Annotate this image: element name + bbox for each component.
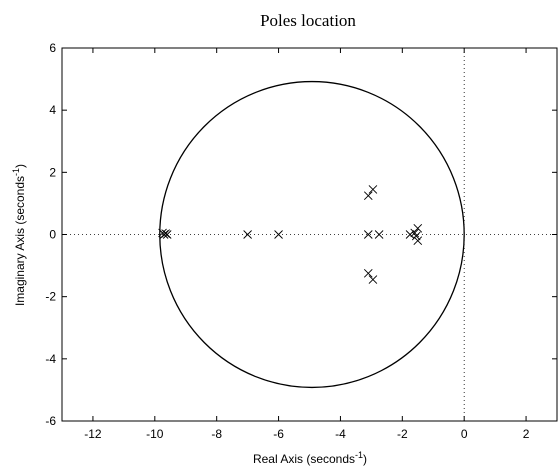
pole-marker	[374, 230, 384, 239]
pole-marker	[405, 230, 415, 239]
x-axis-label: Real Axis (seconds-1)	[253, 450, 367, 466]
chart-title: Poles location	[260, 11, 356, 30]
x-tick-label: 0	[461, 427, 468, 441]
pole-marker	[363, 269, 373, 278]
y-axis-label-text: Imaginary Axis (seconds	[13, 176, 27, 306]
pole-marker	[368, 275, 378, 284]
circle	[159, 80, 465, 389]
pole-marker	[243, 230, 252, 239]
y-tick-label: 4	[49, 103, 56, 117]
y-tick-label: -4	[45, 352, 56, 366]
y-axis-label: Imaginary Axis (seconds-1)	[11, 164, 27, 306]
y-tick-label: -2	[45, 290, 56, 304]
x-axis-label-text: Real Axis (seconds	[253, 452, 355, 466]
x-tick-label: -8	[211, 427, 222, 441]
pole-marker	[274, 230, 283, 239]
pole-marker	[413, 236, 423, 246]
pole-marker	[413, 223, 423, 233]
y-tick-label: 6	[49, 41, 56, 55]
pole-marker	[368, 185, 378, 194]
pole-marker	[162, 230, 172, 239]
pole-marker	[410, 228, 420, 238]
x-axis-label-suffix: )	[363, 452, 367, 466]
x-tick-label: 2	[523, 427, 530, 441]
y-tick-label: -6	[45, 414, 56, 428]
x-tick-label: -10	[146, 427, 164, 441]
x-tick-label: -4	[335, 427, 346, 441]
x-tick-label: -2	[397, 427, 408, 441]
pole-marker	[363, 191, 373, 200]
y-axis-label-suffix: )	[13, 164, 27, 168]
y-axis-label-sup: -1	[11, 168, 21, 176]
pole-marker	[363, 230, 373, 239]
x-tick-label: -12	[84, 427, 102, 441]
pole-marker	[411, 231, 421, 241]
x-tick-label: -6	[273, 427, 284, 441]
y-tick-label: 0	[49, 228, 56, 242]
y-tick-label: 2	[49, 165, 56, 179]
x-axis-label-sup: -1	[355, 450, 363, 460]
